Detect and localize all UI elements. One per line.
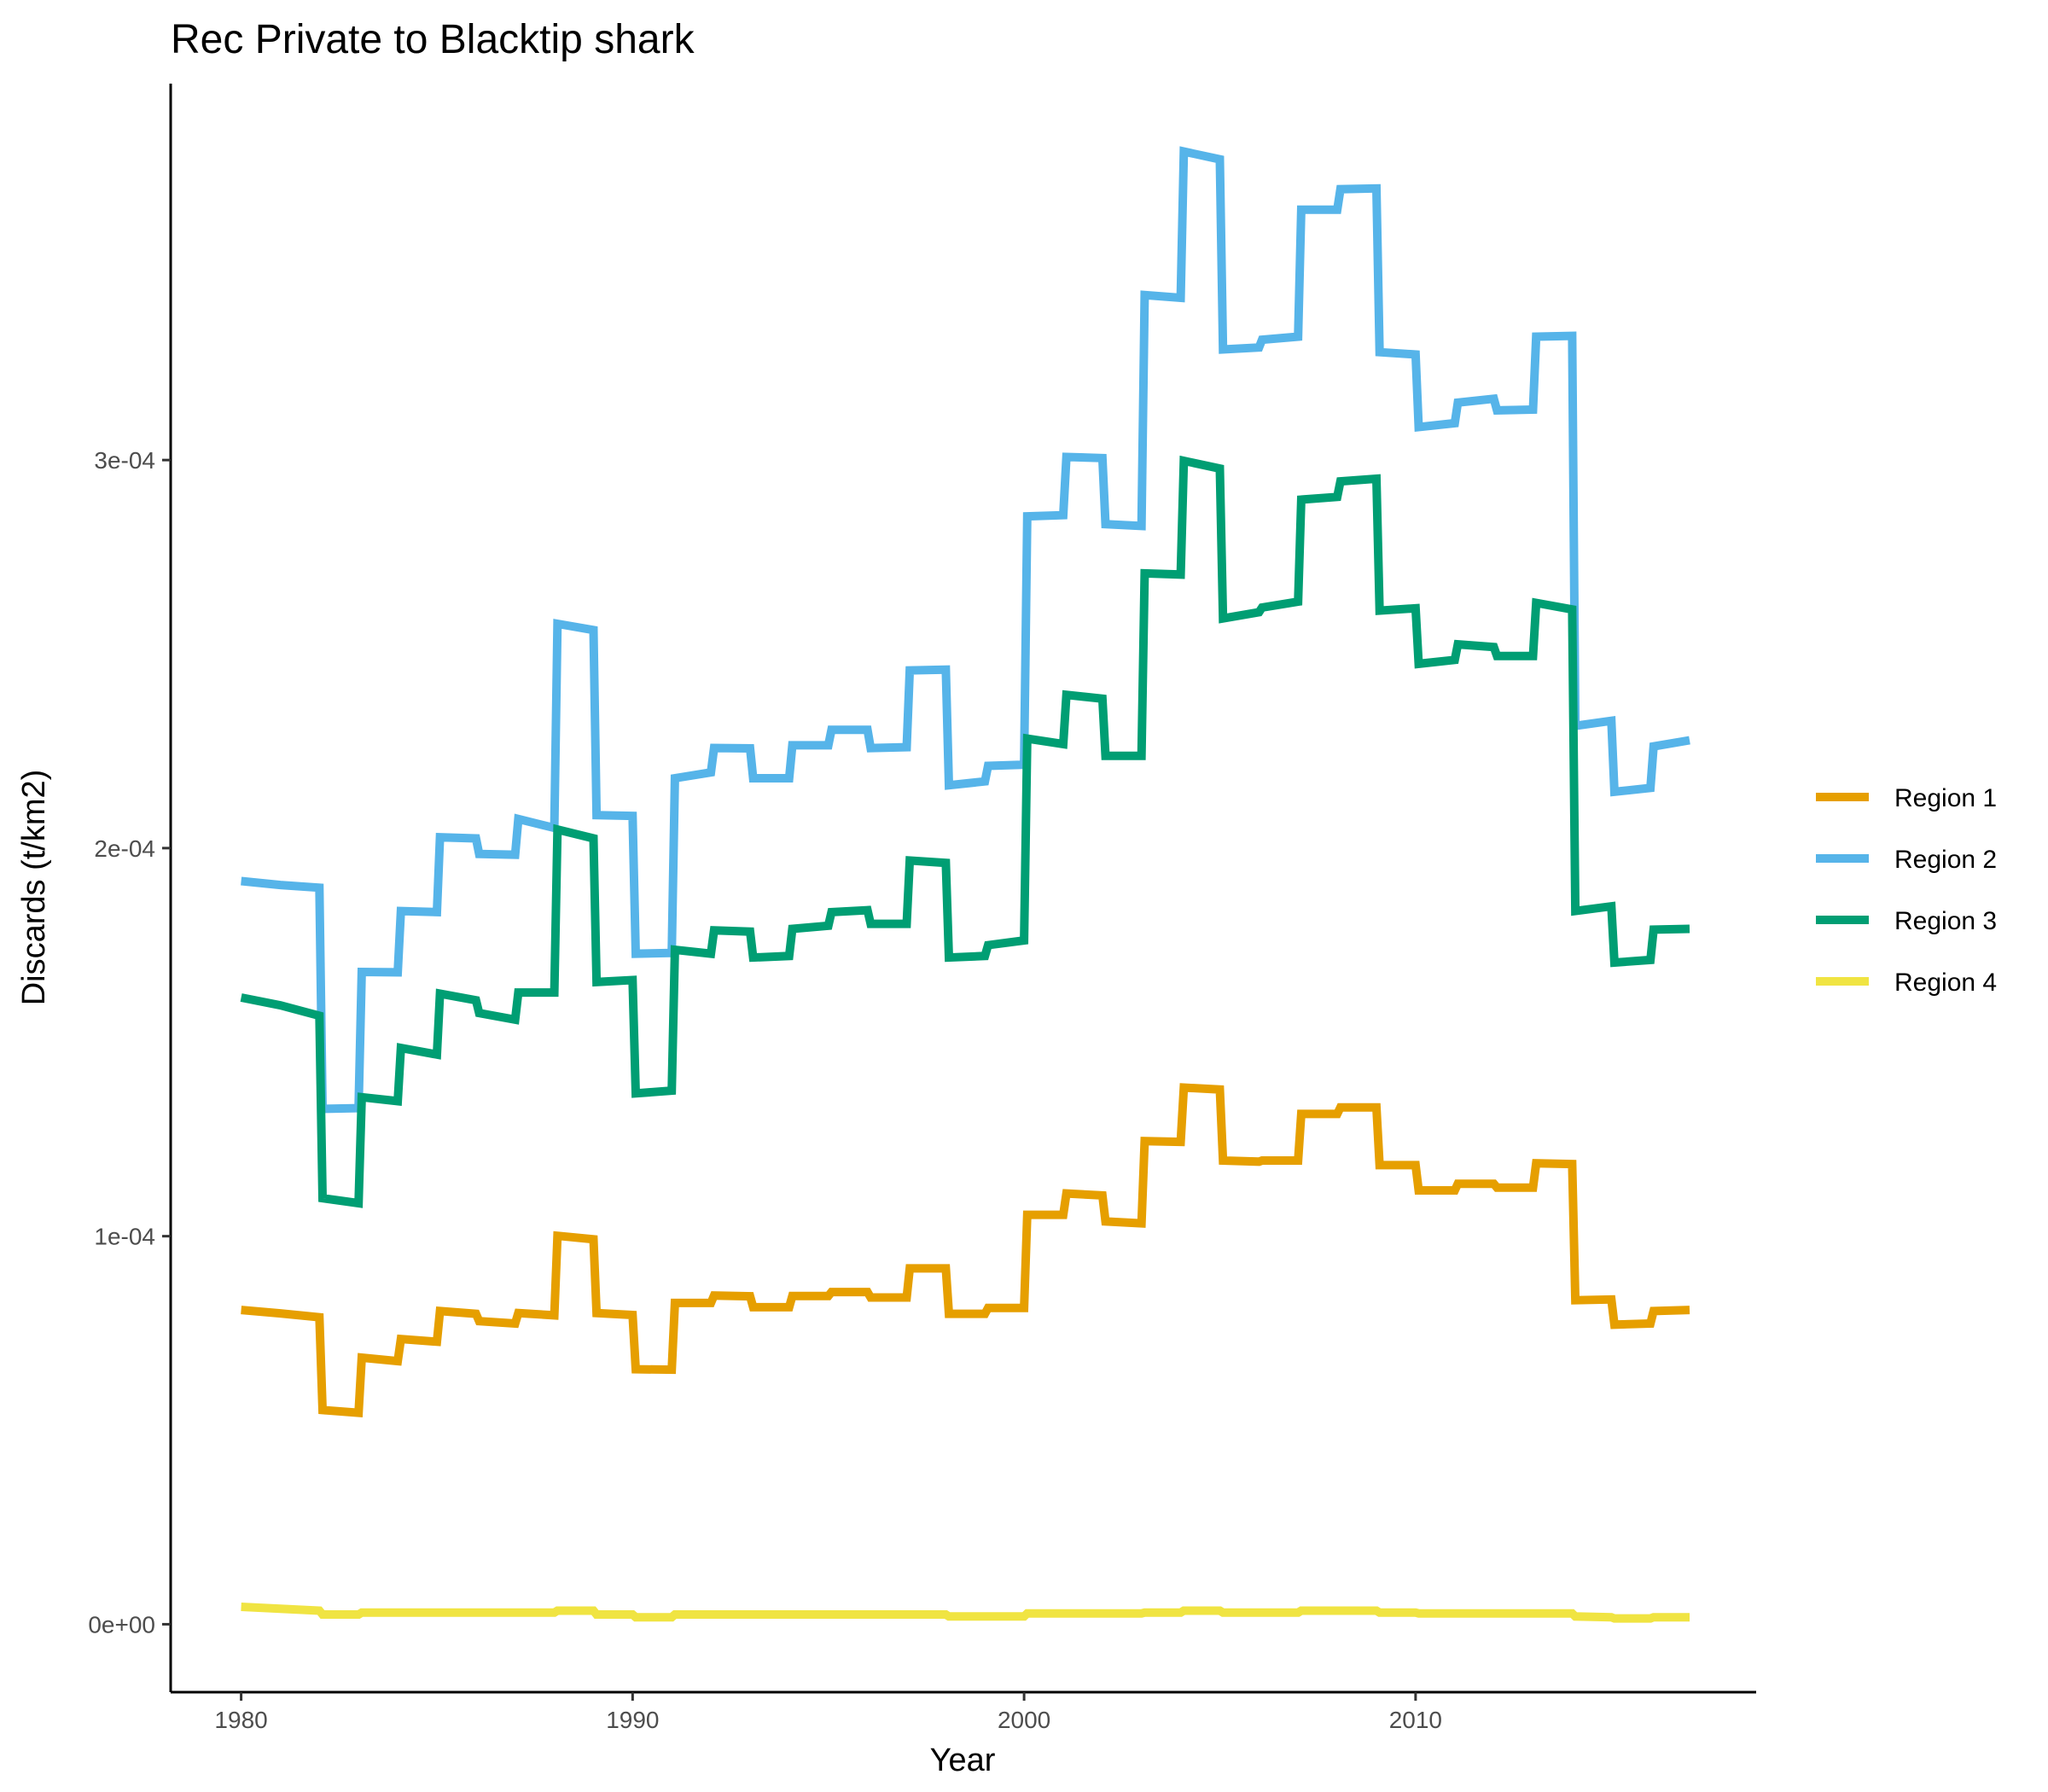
series-line-region-4: [241, 1603, 1690, 1623]
legend-label-region-3: Region 3: [1894, 907, 1997, 935]
y-tick-label: 3e-04: [94, 447, 155, 474]
x-axis-ticks: 1980 1990 2000 2010: [214, 1692, 1442, 1733]
y-tick-label: 2e-04: [94, 835, 155, 862]
legend: Region 1 Region 2 Region 3 Region 4: [1816, 784, 1997, 997]
x-tick-label: 1990: [606, 1707, 659, 1733]
x-axis-title: Year: [930, 1743, 996, 1778]
y-axis-ticks: 0e+00 1e-04 2e-04 3e-04: [88, 447, 171, 1638]
y-tick-label: 0e+00: [88, 1611, 155, 1638]
legend-label-region-4: Region 4: [1894, 969, 1997, 997]
series-line-region-3: [240, 455, 1690, 1208]
y-tick-label: 1e-04: [94, 1224, 155, 1250]
legend-label-region-2: Region 2: [1894, 846, 1997, 874]
legend-label-region-1: Region 1: [1894, 784, 1997, 812]
chart-title: Rec Private to Blacktip shark: [171, 17, 695, 62]
series-lines: [240, 146, 1690, 1623]
series-line-region-1: [241, 1083, 1690, 1417]
x-tick-label: 1980: [214, 1707, 267, 1733]
x-tick-label: 2010: [1389, 1707, 1442, 1733]
series-line-region-2: [241, 146, 1690, 1114]
x-tick-label: 2000: [998, 1707, 1050, 1733]
y-axis-title: Discards (t/km2): [16, 770, 52, 1006]
